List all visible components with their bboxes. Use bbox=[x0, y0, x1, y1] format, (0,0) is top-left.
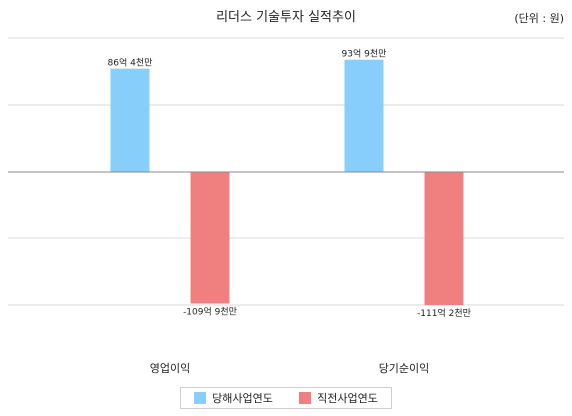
bar-current bbox=[344, 59, 384, 173]
bar-previous bbox=[190, 172, 230, 304]
legend-item-current[interactable]: 당해사업연도 bbox=[194, 390, 273, 406]
bar-current bbox=[110, 68, 150, 172]
bar-previous bbox=[424, 172, 464, 305]
legend-label-previous: 직전사업연도 bbox=[317, 392, 378, 405]
data-label: -109억 9천만 bbox=[183, 305, 237, 317]
chart-title: 리더스 기술투자 실적추이 bbox=[216, 10, 356, 25]
legend-swatch-current bbox=[194, 392, 207, 404]
data-label: 86억 4천만 bbox=[108, 57, 153, 69]
unit-label: (단위 : 원) bbox=[514, 12, 564, 25]
legend-label-current: 당해사업연도 bbox=[212, 392, 273, 405]
category-label: 영업이익 bbox=[150, 362, 190, 375]
legend-item-previous[interactable]: 직전사업연도 bbox=[299, 390, 378, 406]
category-label: 당기순이익 bbox=[379, 362, 430, 375]
legend: 당해사업연도 직전사업연도 bbox=[180, 387, 392, 409]
data-label: -111억 2천만 bbox=[417, 307, 471, 319]
data-label: 93억 9천만 bbox=[342, 48, 387, 60]
legend-swatch-previous bbox=[299, 392, 312, 404]
